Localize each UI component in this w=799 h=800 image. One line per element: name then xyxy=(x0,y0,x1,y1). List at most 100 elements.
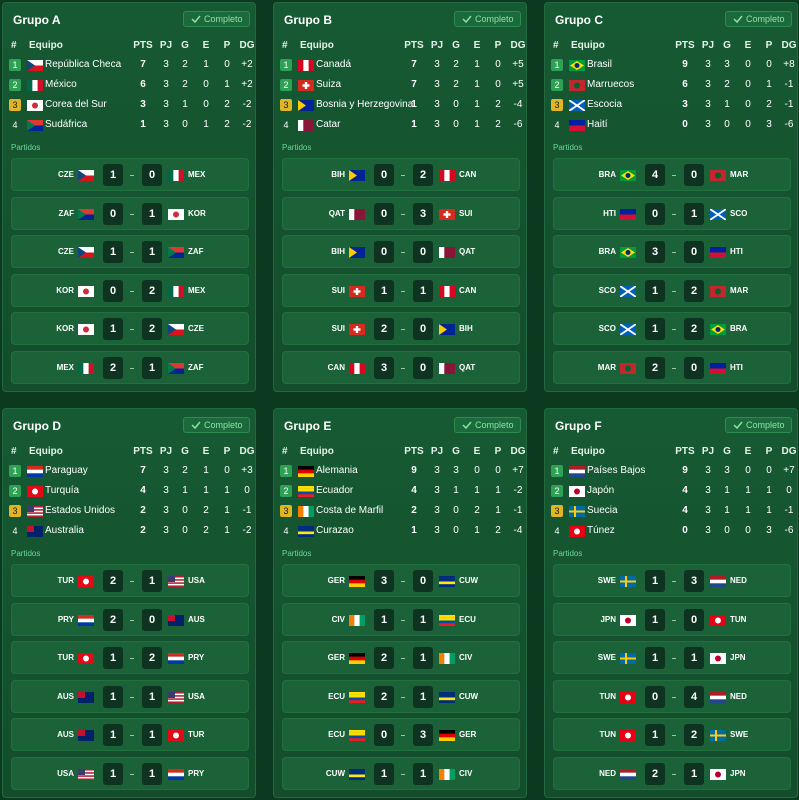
stat-pj: 3 xyxy=(434,525,440,536)
column-header: Equipo xyxy=(300,40,334,51)
home-score: 1 xyxy=(103,318,123,341)
column-header: # xyxy=(282,40,288,51)
stat-dg: -2 xyxy=(242,525,252,536)
team-name: Canadá xyxy=(316,59,352,70)
stat-p: 0 xyxy=(224,465,230,476)
flag xyxy=(298,466,314,477)
away-code: NED xyxy=(730,576,747,585)
stat-e: 0 xyxy=(203,79,209,90)
home-score: 2 xyxy=(374,685,394,708)
flag xyxy=(710,170,726,181)
flag xyxy=(168,324,184,336)
away-score: 0 xyxy=(684,357,704,379)
score-separator xyxy=(130,175,134,176)
status-badge: Completo xyxy=(183,11,250,27)
stat-g: 1 xyxy=(724,505,730,516)
stat-g: 0 xyxy=(724,525,730,536)
away-code: CIV xyxy=(459,653,473,663)
away-score: 1 xyxy=(413,608,433,631)
column-header: G xyxy=(723,40,731,51)
home-score: 1 xyxy=(645,724,665,747)
home-code: NED xyxy=(599,769,616,778)
home-code: SWE xyxy=(597,653,616,663)
flag xyxy=(78,730,94,742)
match-row: KOR 0 2 MEX xyxy=(11,273,249,307)
home-code: HTI xyxy=(603,208,616,218)
flag xyxy=(298,486,314,497)
flag xyxy=(27,80,43,91)
flag xyxy=(298,80,314,91)
flag xyxy=(569,526,585,537)
flag xyxy=(439,769,455,780)
home-code: SCO xyxy=(598,285,616,295)
flag xyxy=(78,769,94,780)
home-code: BRA xyxy=(598,170,616,179)
stat-pj: 3 xyxy=(163,525,169,536)
away-score: 1 xyxy=(142,241,162,264)
stat-dg: +5 xyxy=(512,79,524,90)
column-header: PJ xyxy=(159,446,173,457)
stat-pj: 3 xyxy=(705,505,711,516)
stat-dg: +2 xyxy=(241,79,253,90)
column-header: P xyxy=(765,40,773,51)
stat-pj: 3 xyxy=(163,119,169,130)
team-name: Escocia xyxy=(587,99,623,110)
flag xyxy=(298,506,314,517)
position: 2 xyxy=(9,485,21,497)
stat-pts: 6 xyxy=(682,79,688,90)
stat-pts: 7 xyxy=(140,465,146,476)
stat-e: 1 xyxy=(474,59,480,70)
home-code: CZE xyxy=(58,247,74,257)
column-header: PTS xyxy=(133,40,153,51)
stat-p: 0 xyxy=(495,79,501,90)
column-header: DG xyxy=(239,446,255,457)
stat-dg: -1 xyxy=(784,505,794,516)
flag xyxy=(620,208,636,220)
home-code: ECU xyxy=(328,691,345,701)
stat-pj: 3 xyxy=(705,525,711,536)
team-name: Túnez xyxy=(587,525,615,536)
stat-g: 1 xyxy=(724,485,730,496)
away-code: USA xyxy=(188,691,205,701)
stat-pts: 7 xyxy=(140,59,146,70)
away-code: CUW xyxy=(459,576,479,585)
flag xyxy=(78,247,94,259)
stat-p: 2 xyxy=(766,99,772,110)
score-separator xyxy=(401,696,405,698)
stat-pts: 2 xyxy=(140,505,146,516)
away-score: 1 xyxy=(413,279,433,302)
position: 2 xyxy=(280,79,292,91)
stat-pts: 4 xyxy=(411,485,417,496)
home-score: 2 xyxy=(374,318,394,341)
stat-pj: 3 xyxy=(705,465,711,476)
column-header: PTS xyxy=(404,40,424,51)
home-score: 1 xyxy=(374,763,394,785)
column-header: PJ xyxy=(430,40,444,51)
match-row: TUR 2 1 USA xyxy=(11,564,249,597)
check-icon xyxy=(191,15,201,24)
position: 4 xyxy=(12,526,18,536)
stat-dg: -6 xyxy=(784,525,794,536)
flag xyxy=(620,769,636,780)
stat-dg: 0 xyxy=(786,485,792,496)
match-row: KOR 1 2 CZE xyxy=(11,312,249,346)
column-header: PTS xyxy=(675,40,695,51)
away-code: TUR xyxy=(188,730,205,740)
stat-g: 3 xyxy=(724,59,730,70)
home-score: 2 xyxy=(103,570,123,592)
match-row: SUI 2 0 BIH xyxy=(282,312,520,346)
away-code: KOR xyxy=(188,208,206,218)
status-badge: Completo xyxy=(725,417,792,433)
status-badge: Completo xyxy=(725,11,792,27)
stat-dg: -1 xyxy=(784,99,794,110)
home-code: BIH xyxy=(331,247,345,257)
stat-pts: 3 xyxy=(682,99,688,110)
stat-pj: 3 xyxy=(705,119,711,130)
flag xyxy=(27,486,43,497)
column-header: # xyxy=(553,446,559,457)
home-score: 1 xyxy=(645,279,665,302)
stat-p: 0 xyxy=(224,59,230,70)
score-separator xyxy=(130,329,134,331)
position: 1 xyxy=(280,59,292,71)
flag xyxy=(298,60,314,71)
